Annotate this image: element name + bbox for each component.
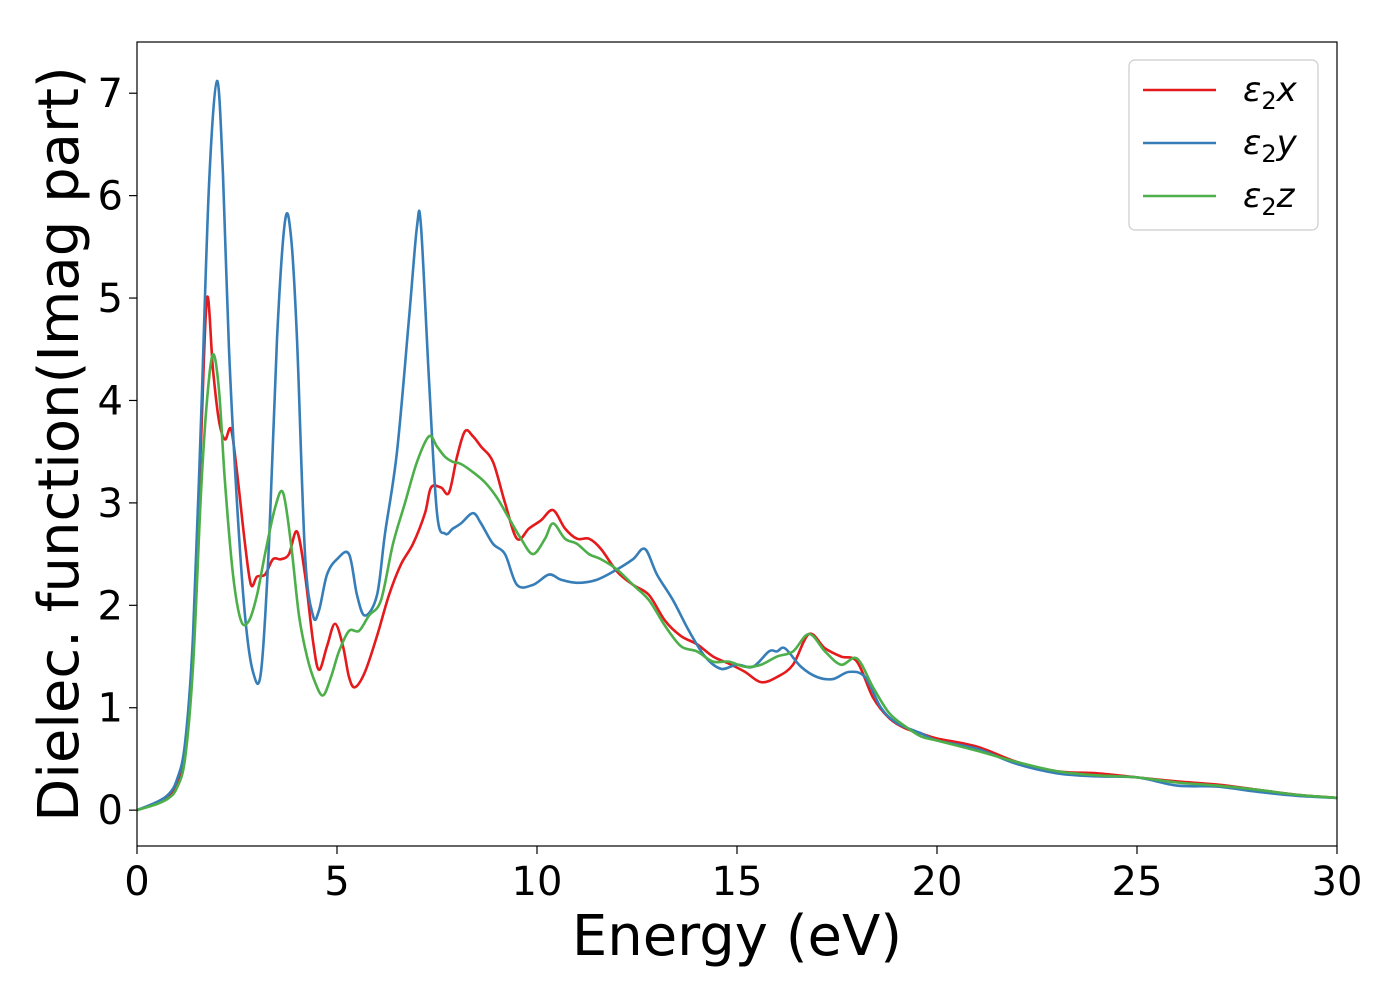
x-tick-label: 25: [1112, 859, 1163, 905]
y-axis: 0 1 2 3 4 5 6 7: [98, 71, 137, 834]
y-tick-label: 0: [98, 788, 123, 834]
legend-label-x: ε2x: [1243, 70, 1298, 115]
series-line-x: [136, 295, 1338, 812]
y-axis-title: Dielec. function(Imag part): [27, 66, 92, 822]
legend-label-z: ε2z: [1243, 176, 1296, 221]
plot-frame: [136, 41, 1338, 847]
series-line-y: [136, 79, 1338, 812]
y-tick-label: 2: [98, 583, 123, 629]
x-axis: 0 5 10 15 20 25 30: [124, 846, 1362, 905]
x-tick-label: 15: [712, 859, 763, 905]
x-axis-title: Energy (eV): [572, 904, 902, 969]
y-tick-label: 5: [98, 276, 123, 322]
legend-box: [1128, 59, 1319, 231]
x-tick-label: 20: [912, 859, 963, 905]
y-tick-label: 3: [98, 481, 123, 527]
x-tick-label: 0: [124, 859, 149, 905]
x-tick-label: 5: [324, 859, 349, 905]
y-tick-label: 1: [98, 686, 123, 732]
y-tick-label: 4: [98, 378, 123, 424]
series-line-z: [136, 353, 1338, 812]
x-tick-label: 10: [512, 859, 563, 905]
y-tick-label: 6: [98, 174, 123, 220]
legend: ε2x ε2y ε2z: [1128, 59, 1319, 231]
legend-label-y: ε2y: [1243, 123, 1298, 168]
series-group: [136, 79, 1338, 812]
x-tick-label: 30: [1312, 859, 1363, 905]
y-tick-label: 7: [98, 71, 123, 117]
